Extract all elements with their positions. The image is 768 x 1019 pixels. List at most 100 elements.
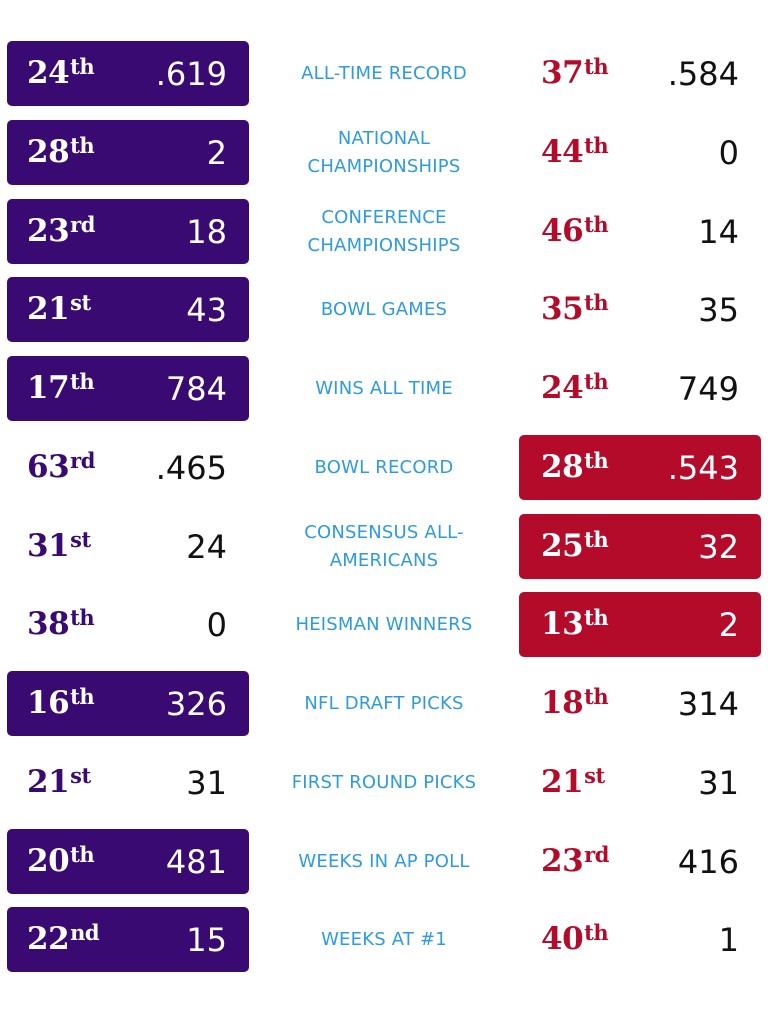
left-team-stat: 28th 2 (7, 120, 249, 185)
right-rank-suffix: th (584, 527, 609, 552)
right-rank-suffix: st (584, 763, 605, 788)
right-value: 2 (718, 606, 739, 644)
left-team-stat: 63rd .465 (7, 435, 249, 500)
right-rank: 35th (541, 285, 609, 333)
left-rank: 31st (27, 522, 91, 570)
stat-label: BOWL RECORD (258, 435, 510, 500)
right-rank-number: 40 (541, 921, 584, 957)
right-rank-number: 46 (541, 213, 584, 249)
right-value: 31 (698, 764, 739, 802)
stat-row: 16th 326 18th 314 NFL DRAFT PICKS (0, 671, 768, 736)
right-team-stat: 44th 0 (519, 120, 761, 185)
stat-row: 24th .619 37th .584 ALL-TIME RECORD (0, 41, 768, 106)
right-value: 1 (718, 921, 739, 959)
left-rank-suffix: st (70, 290, 91, 315)
stat-label-line: BOWL GAMES (320, 298, 448, 320)
right-team-stat: 40th 1 (519, 907, 761, 972)
left-team-stat: 31st 24 (7, 514, 249, 579)
stat-label-line: CONSENSUS ALL- (304, 521, 464, 543)
stat-label-line: WEEKS IN AP POLL (298, 850, 470, 872)
left-value: .619 (155, 55, 227, 93)
left-rank: 22nd (27, 915, 100, 963)
stat-row: 21st 31 21st 31 FIRST ROUND PICKS (0, 750, 768, 815)
stat-label-line: CONFERENCE (321, 206, 447, 228)
right-team-stat: 23rd 416 (519, 829, 761, 894)
stat-label: NFL DRAFT PICKS (258, 671, 510, 736)
right-rank-suffix: th (584, 290, 609, 315)
left-team-stat: 16th 326 (7, 671, 249, 736)
left-rank-suffix: th (70, 605, 95, 630)
right-rank: 24th (541, 364, 609, 412)
right-value: 14 (698, 213, 739, 251)
left-rank-number: 17 (27, 370, 70, 406)
left-rank: 17th (27, 364, 95, 412)
left-value: 0 (206, 606, 227, 644)
right-value: .584 (667, 55, 739, 93)
stat-row: 17th 784 24th 749 WINS ALL TIME (0, 356, 768, 421)
stat-label: CONFERENCE CHAMPIONSHIPS (258, 199, 510, 264)
right-team-stat: 35th 35 (519, 277, 761, 342)
right-rank-number: 21 (541, 764, 584, 800)
right-rank: 25th (541, 522, 609, 570)
stat-row: 23rd 18 46th 14 CONFERENCE CHAMPIONSHIPS (0, 199, 768, 264)
left-rank: 38th (27, 600, 95, 648)
left-rank-suffix: th (70, 369, 95, 394)
left-team-stat: 38th 0 (7, 592, 249, 657)
stat-label-line: NFL DRAFT PICKS (304, 692, 464, 714)
stat-label-line: HEISMAN WINNERS (295, 613, 473, 635)
left-rank-number: 31 (27, 528, 70, 564)
left-value: 43 (186, 291, 227, 329)
right-team-stat: 37th .584 (519, 41, 761, 106)
stat-row: 31st 24 25th 32 CONSENSUS ALL- AMERICANS (0, 514, 768, 579)
left-rank-number: 20 (27, 843, 70, 879)
stat-label: WEEKS IN AP POLL (258, 829, 510, 894)
left-value: 24 (186, 528, 227, 566)
right-rank: 13th (541, 600, 609, 648)
left-rank-suffix: th (70, 54, 95, 79)
stat-label: HEISMAN WINNERS (258, 592, 510, 657)
left-rank-number: 38 (27, 606, 70, 642)
left-rank-suffix: th (70, 842, 95, 867)
right-value: 35 (698, 291, 739, 329)
right-rank: 23rd (541, 837, 609, 885)
right-rank: 46th (541, 207, 609, 255)
stat-label: BOWL GAMES (258, 277, 510, 342)
left-rank: 23rd (27, 207, 95, 255)
left-rank-suffix: st (70, 763, 91, 788)
right-rank-number: 24 (541, 370, 584, 406)
stat-label: CONSENSUS ALL- AMERICANS (258, 514, 510, 579)
left-rank-number: 24 (27, 55, 70, 91)
right-rank-suffix: th (584, 605, 609, 630)
left-rank-number: 21 (27, 291, 70, 327)
left-value: 31 (186, 764, 227, 802)
right-value: 32 (698, 528, 739, 566)
stat-label: FIRST ROUND PICKS (258, 750, 510, 815)
stat-label: NATIONAL CHAMPIONSHIPS (258, 120, 510, 185)
right-rank-suffix: th (584, 133, 609, 158)
stat-label-line: ALL-TIME RECORD (301, 62, 467, 84)
stat-row: 20th 481 23rd 416 WEEKS IN AP POLL (0, 829, 768, 894)
left-rank-suffix: th (70, 684, 95, 709)
right-value: 749 (677, 370, 739, 408)
right-rank-number: 13 (541, 606, 584, 642)
left-team-stat: 21st 43 (7, 277, 249, 342)
left-value: .465 (155, 449, 227, 487)
right-team-stat: 28th .543 (519, 435, 761, 500)
right-rank-number: 44 (541, 134, 584, 170)
left-rank: 21st (27, 285, 91, 333)
stat-label-line: WEEKS AT #1 (321, 928, 447, 950)
right-rank-suffix: th (584, 684, 609, 709)
left-value: 784 (165, 370, 227, 408)
stat-label: WEEKS AT #1 (258, 907, 510, 972)
left-team-stat: 22nd 15 (7, 907, 249, 972)
right-rank-suffix: rd (584, 842, 609, 867)
stat-row: 22nd 15 40th 1 WEEKS AT #1 (0, 907, 768, 972)
stat-label-line: NATIONAL (337, 127, 431, 149)
stat-row: 28th 2 44th 0 NATIONAL CHAMPIONSHIPS (0, 120, 768, 185)
left-rank-suffix: rd (70, 448, 95, 473)
right-team-stat: 21st 31 (519, 750, 761, 815)
left-value: 481 (165, 843, 227, 881)
right-team-stat: 24th 749 (519, 356, 761, 421)
right-rank-suffix: th (584, 54, 609, 79)
stat-label-line: CHAMPIONSHIPS (307, 155, 461, 177)
